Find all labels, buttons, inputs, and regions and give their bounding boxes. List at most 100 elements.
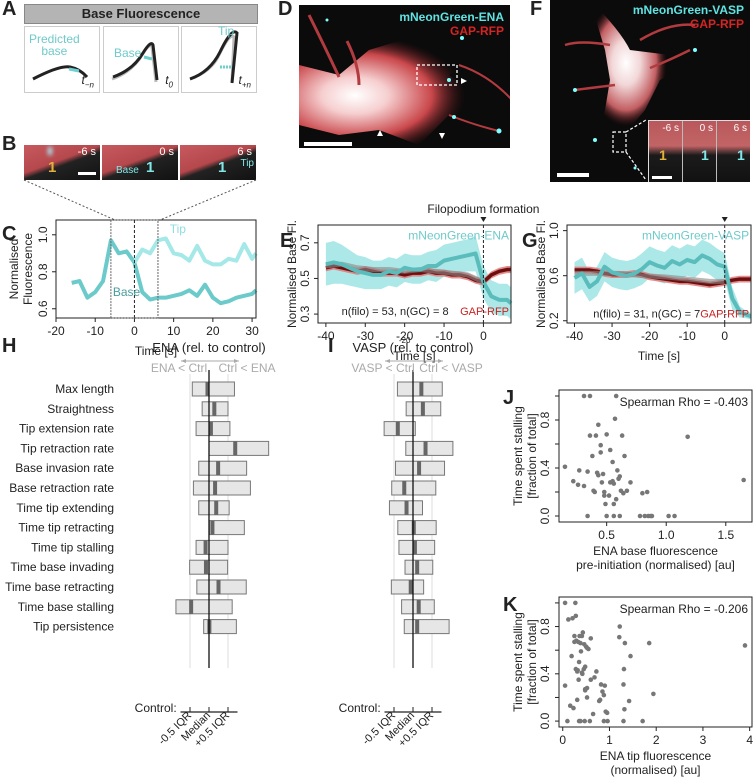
data-point <box>610 459 615 465</box>
text-line: Fluorescence <box>21 233 35 305</box>
inset-frame: 0 s 1 <box>683 121 717 182</box>
event-marker-label: Filopodium formation <box>427 202 539 216</box>
arrowhead-icon <box>461 78 467 84</box>
data-point <box>622 640 628 646</box>
data-point <box>607 447 613 453</box>
range-bar <box>198 500 230 516</box>
y-tick-label: 0.7 <box>298 234 312 251</box>
schematic-box: Tip t+n <box>181 25 257 93</box>
x-tick-label: -10 <box>87 324 105 338</box>
metric-label: Time base stalling <box>18 600 114 614</box>
median-marker <box>412 540 417 555</box>
data-point <box>601 489 607 495</box>
filopodium-sketch-icon <box>32 65 89 81</box>
data-point <box>585 469 590 474</box>
schematic-annotation: Base <box>114 46 142 60</box>
range-bar <box>403 619 450 635</box>
x-tick-label: 20 <box>206 324 220 338</box>
median-marker <box>214 500 219 515</box>
x-axis-label: ENA base fluorescence pre-initiation (nor… <box>576 544 735 572</box>
data-point <box>616 634 622 640</box>
data-point <box>640 718 645 724</box>
data-point <box>621 718 626 724</box>
plot-frame <box>566 224 752 324</box>
right-hint: Ctrl < ENA <box>218 361 275 375</box>
data-point <box>587 433 593 438</box>
y-tick-label: 0.5 <box>298 270 312 287</box>
right-hint: Ctrl < VASP <box>419 361 482 375</box>
inset-frame: -6 s 1 <box>649 121 683 182</box>
x-tick-label: -10 <box>435 329 453 343</box>
x-tick-label: -30 <box>357 329 375 343</box>
panel-label: E <box>280 230 293 252</box>
chart-title: VASP (rel. to control) <box>353 340 474 355</box>
filopodium-marker: 1 <box>218 159 227 176</box>
schematic-box: Predicted base t−n <box>24 26 100 93</box>
data-point <box>617 624 623 629</box>
data-point <box>562 683 568 688</box>
arrowhead-icon <box>439 133 445 139</box>
x-axis-label: Time [s] <box>638 349 680 363</box>
data-point <box>611 501 617 507</box>
frame-annotation: Base <box>116 165 139 176</box>
data-point <box>605 718 610 724</box>
y-tick-label: 0.4 <box>538 665 552 682</box>
y-tick-label: 0.0 <box>538 712 552 729</box>
data-point <box>592 675 597 680</box>
data-point <box>579 670 585 675</box>
data-point <box>583 644 589 649</box>
y-tick-label: 0.0 <box>538 507 552 524</box>
median-marker <box>420 401 425 416</box>
data-point <box>581 393 587 399</box>
range-bar <box>397 520 437 536</box>
data-point <box>578 718 583 724</box>
metric-label: Tip extension rate <box>19 422 114 436</box>
filopodium-marker: 1 <box>146 159 155 176</box>
chart-G: -40 -30 -20 -10 0 0.2 0.6 1.0 Time [s] Normalised… <box>522 217 752 363</box>
range-bar <box>390 579 425 595</box>
y-tick-label: 1.0 <box>36 226 50 243</box>
panel-a-header: Base Fluorescence <box>24 4 258 24</box>
data-point <box>742 643 748 648</box>
tip-signal <box>48 147 52 155</box>
metric-label: Time base retracting <box>5 580 114 594</box>
inset-time-label: -6 s <box>662 123 679 134</box>
series-label-base: Base <box>113 285 141 299</box>
median-marker <box>411 520 416 535</box>
arrowhead-icon <box>377 130 383 136</box>
x-tick-label: 10 <box>167 324 181 338</box>
data-point <box>576 468 582 473</box>
data-point <box>601 692 607 698</box>
data-point <box>672 513 677 519</box>
data-point <box>598 450 603 455</box>
text-line: [fraction of total] <box>525 413 539 498</box>
data-point <box>565 718 570 724</box>
data-point <box>628 480 633 485</box>
panel-label: I <box>328 335 334 357</box>
data-point <box>588 636 594 641</box>
y-tick-label: 0.8 <box>36 263 50 280</box>
y-axis-label: Normalised Base Fl. <box>534 220 548 328</box>
data-point <box>619 433 625 438</box>
data-point <box>588 677 594 683</box>
metric-label: Base invasion rate <box>15 461 114 475</box>
data-point <box>596 472 601 478</box>
data-point <box>590 711 596 717</box>
data-point <box>571 705 576 711</box>
y-tick-label: 0.8 <box>538 618 552 635</box>
plot-frame <box>558 389 753 523</box>
control-label: Control: <box>135 701 177 715</box>
data-point <box>599 480 605 485</box>
data-point <box>617 513 623 519</box>
metric-label: Tip retraction rate <box>20 441 114 455</box>
median-marker <box>203 540 208 555</box>
series-label-red: GAP-RFP <box>460 306 509 318</box>
data-point <box>622 706 627 712</box>
timelapse-frame: 0 s 1 Base <box>102 145 178 180</box>
data-point <box>615 468 620 473</box>
panel-label: K <box>503 594 518 616</box>
median-marker <box>208 421 213 436</box>
growth-cone-image-ena <box>299 14 510 146</box>
metric-label: Tip persistence <box>33 620 114 634</box>
series-line <box>71 238 258 306</box>
